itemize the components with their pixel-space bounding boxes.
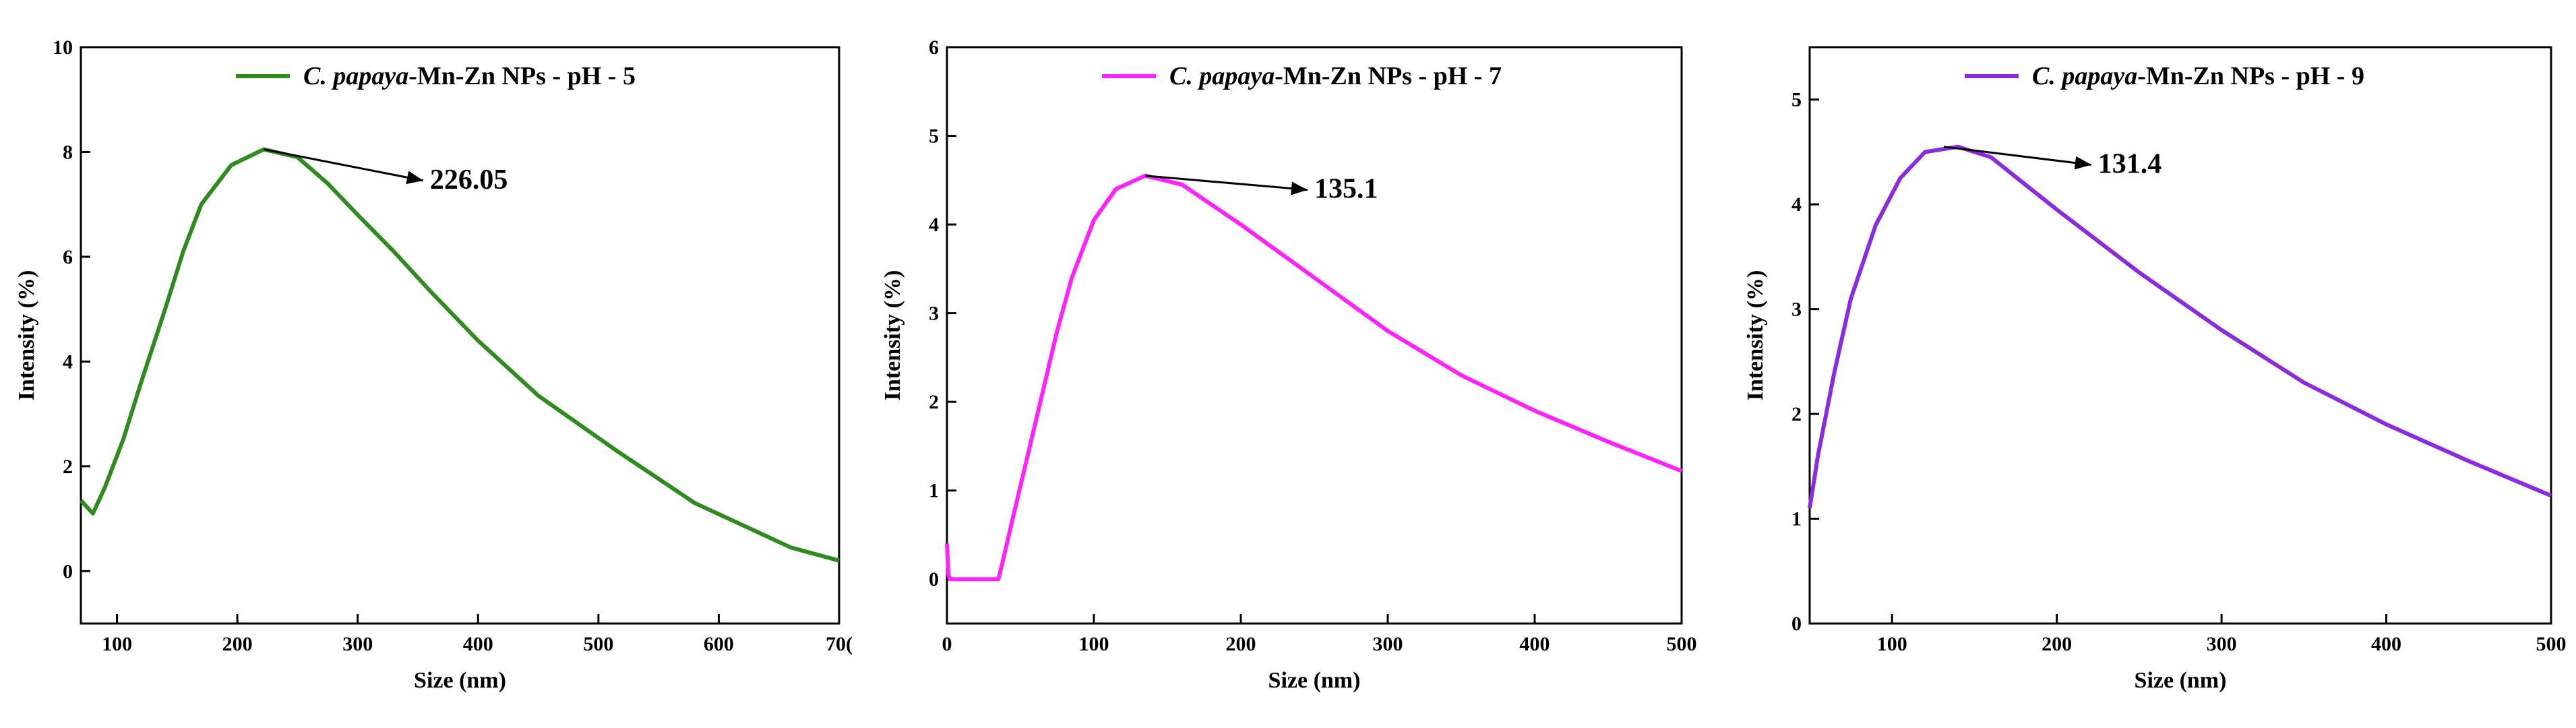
x-tick-label: 500 (1667, 633, 1697, 655)
peak-arrow (1145, 175, 1308, 191)
y-tick-label: 2 (1791, 403, 1802, 425)
legend-suffix: -Mn-Zn NPs - pH - 9 (2137, 62, 2364, 90)
x-tick-label: 300 (2207, 633, 2237, 655)
x-axis-title: Size (nm) (1268, 668, 1361, 693)
x-tick-label: 500 (583, 633, 613, 655)
legend-species: C. papaya (2032, 62, 2137, 90)
x-tick-label: 300 (1373, 633, 1403, 655)
peak-arrow (1943, 146, 2091, 166)
y-tick-label: 3 (929, 303, 939, 325)
legend: C. papaya-Mn-Zn NPs - pH - 7 (1102, 62, 1502, 90)
x-tick-label: 70( (826, 633, 853, 655)
y-tick-label: 0 (63, 560, 73, 582)
x-tick-label: 400 (463, 633, 493, 655)
legend-suffix: -Mn-Zn NPs - pH - 5 (408, 62, 636, 90)
peak-arrowhead (1291, 181, 1308, 195)
series-line-ph9 (1808, 144, 2552, 509)
peak-label: 226.05 (430, 164, 508, 195)
y-tick-label: 2 (929, 391, 939, 413)
legend-species: C. papaya (303, 62, 408, 90)
legend-label: C. papaya-Mn-Zn NPs - pH - 9 (2032, 62, 2364, 90)
y-tick-label: 6 (63, 246, 73, 268)
legend: C. papaya-Mn-Zn NPs - pH - 5 (236, 62, 636, 90)
peak-label: 131.4 (2098, 149, 2162, 180)
peak-label: 135.1 (1314, 174, 1378, 205)
peak-arrowhead (2074, 156, 2091, 170)
peak-arrowhead (406, 171, 423, 185)
y-tick-label: 4 (63, 351, 73, 373)
y-tick-label: 0 (1791, 613, 1802, 635)
x-tick-label: 300 (342, 633, 373, 655)
x-axis-title: Size (nm) (414, 668, 506, 693)
x-tick-label: 600 (704, 633, 734, 655)
series-line-ph7 (945, 173, 1683, 582)
y-axis-title: Intensity (%) (1743, 270, 1768, 401)
y-axis-title: Intensity (%) (880, 270, 905, 401)
x-tick-label: 100 (1877, 633, 1907, 655)
x-tick-label: 400 (2371, 633, 2401, 655)
plot-frame (946, 46, 1683, 625)
y-axis-title: Intensity (%) (14, 270, 39, 401)
y-tick-label: 5 (1791, 89, 1802, 111)
x-tick-label: 100 (1079, 633, 1109, 655)
legend-suffix: -Mn-Zn NPs - pH - 7 (1275, 62, 1502, 90)
y-tick-label: 4 (1791, 193, 1802, 216)
plot-frame (1808, 46, 2552, 625)
legend-species: C. papaya (1169, 62, 1275, 90)
x-tick-label: 200 (1226, 633, 1256, 655)
panel-ph9: 100 200 300 400 500 0 1 2 3 4 5 C. papaya-Mn-Zn NP… (1743, 46, 2567, 693)
x-tick-label: 200 (222, 633, 253, 655)
y-tick-label: 1 (929, 480, 939, 502)
plot-frame (80, 46, 840, 625)
x-tick-label: 0 (942, 633, 952, 655)
y-tick-label: 3 (1791, 299, 1802, 321)
legend-label: C. papaya-Mn-Zn NPs - pH - 7 (1169, 62, 1502, 90)
y-tick-label: 2 (63, 456, 73, 478)
x-axis-title: Size (nm) (2135, 668, 2227, 693)
peak-arrow (264, 148, 424, 182)
y-tick-label: 10 (53, 36, 73, 59)
x-tick-label: 500 (2536, 633, 2567, 655)
y-tick-label: 5 (929, 125, 939, 148)
x-tick-label: 400 (1520, 633, 1550, 655)
legend: C. papaya-Mn-Zn NPs - pH - 9 (1965, 62, 2364, 90)
panel-ph7: 0 100 200 300 400 500 0 1 2 3 4 5 6 C. papaya-Mn-Zn … (880, 36, 1697, 693)
y-tick-label: 8 (63, 141, 73, 163)
panel-ph5: 100 200 300 400 500 600 70( 0 2 4 6 8 10 C. papaya-M… (14, 36, 853, 693)
y-tick-label: 0 (929, 568, 939, 590)
y-tick-label: 1 (1791, 508, 1802, 530)
series-line-ph5 (79, 147, 840, 563)
y-tick-label: 4 (929, 214, 939, 236)
legend-label: C. papaya-Mn-Zn NPs - pH - 5 (303, 62, 636, 90)
x-tick-label: 200 (2042, 633, 2072, 655)
y-tick-label: 6 (929, 36, 939, 59)
x-tick-label: 100 (102, 633, 132, 655)
